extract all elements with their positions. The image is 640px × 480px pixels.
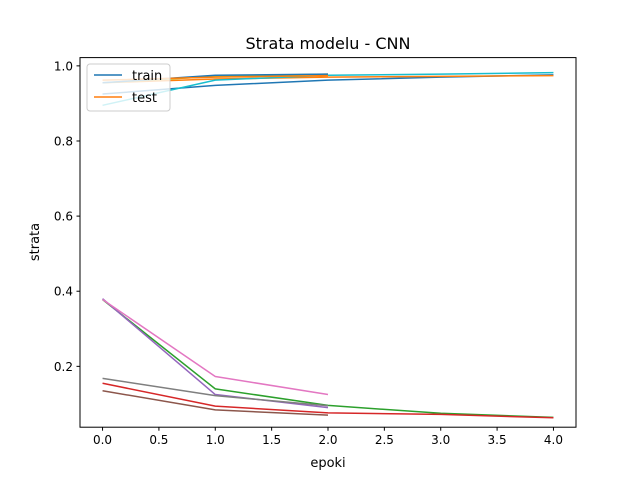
y-tick-label: 0.8 — [54, 134, 73, 148]
x-tick-label: 4.0 — [544, 433, 563, 447]
y-tick-label: 0.6 — [54, 210, 73, 224]
series-line-5 — [102, 298, 329, 409]
ticks-layer: 0.0 0.5 1.0 1.5 2.0 2.5 3.0 3.5 4.0 0.2 0.4 0.6 0.8 1… — [54, 59, 563, 447]
y-tick-label: 0.2 — [54, 360, 73, 374]
x-tick-label: 3.5 — [488, 433, 507, 447]
x-tick-label: 1.5 — [262, 433, 281, 447]
series-line-8 — [102, 377, 329, 407]
legend: train test — [86, 63, 171, 112]
x-tick-label: 2.5 — [375, 433, 394, 447]
series-line-6 — [102, 390, 329, 416]
legend-label-test: test — [132, 91, 157, 106]
y-tick-label: 1.0 — [54, 59, 73, 73]
series-line-2 — [102, 74, 554, 84]
x-tick-label: 3.0 — [431, 433, 450, 447]
x-tick-label: 0.5 — [149, 433, 168, 447]
y-tick-label: 0.4 — [54, 285, 73, 299]
x-tick-label: 0.0 — [93, 433, 112, 447]
series-line-10 — [102, 71, 554, 107]
x-axis-label: epoki — [310, 456, 345, 471]
chart-title: Strata modelu - CNN — [246, 34, 411, 53]
x-tick-label: 2.0 — [318, 433, 337, 447]
x-tick-label: 1.0 — [206, 433, 225, 447]
series-line-7 — [102, 298, 329, 396]
series-line-4 — [102, 382, 554, 419]
y-axis-label: strata — [28, 223, 43, 261]
legend-label-train: train — [132, 69, 162, 84]
